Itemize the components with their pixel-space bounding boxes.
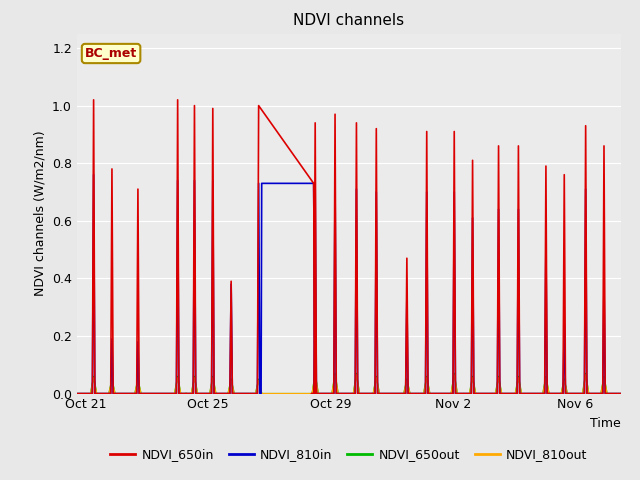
Title: NDVI channels: NDVI channels [293,13,404,28]
Legend: NDVI_650in, NDVI_810in, NDVI_650out, NDVI_810out: NDVI_650in, NDVI_810in, NDVI_650out, NDV… [105,443,593,466]
Y-axis label: NDVI channels (W/m2/nm): NDVI channels (W/m2/nm) [33,131,46,297]
Text: BC_met: BC_met [85,47,137,60]
X-axis label: Time: Time [590,417,621,430]
